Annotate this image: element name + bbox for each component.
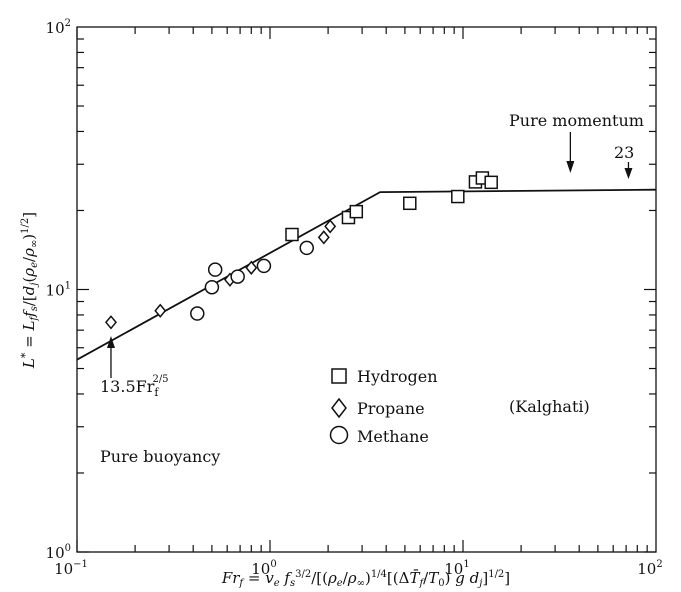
- buoyancy-formula: 13.5Frf2/5: [100, 374, 169, 399]
- point-propane: [324, 219, 337, 234]
- point-propane: [154, 303, 167, 318]
- point-hydrogen: [285, 227, 299, 242]
- point-hydrogen: [403, 196, 417, 211]
- plot-frame: [76, 26, 657, 553]
- y-tick-label: 101: [46, 281, 71, 300]
- point-methane: [190, 306, 205, 321]
- x-axis-label: Frf = ve fs3/2/[(ρe/ρ∞)1/4[(ΔT̄f/T0) g d…: [221, 569, 510, 589]
- point-hydrogen: [451, 189, 465, 204]
- legend-marker-methane: [329, 425, 349, 445]
- x-tick-label: 102: [637, 559, 662, 578]
- correlation-line: [76, 188, 657, 361]
- buoyancy-arrow-head: [106, 336, 115, 348]
- value-23-label: 23: [614, 143, 634, 162]
- value-arrow: [624, 162, 633, 179]
- y-tick-label: 102: [46, 18, 71, 37]
- x-tick-label: 10−1: [54, 559, 88, 578]
- legend-marker-propane: [331, 397, 347, 419]
- point-methane: [207, 262, 223, 277]
- y-tick-label: 100: [46, 543, 71, 562]
- legend: Hydrogen Propane Methane: [329, 367, 438, 446]
- momentum-arrow-head: [566, 161, 575, 173]
- legend-label-methane: Methane: [357, 427, 429, 446]
- point-propane: [245, 260, 258, 275]
- point-hydrogen: [484, 175, 498, 190]
- point-methane: [230, 269, 245, 284]
- pure-momentum-label: Pure momentum: [509, 111, 644, 130]
- point-methane: [256, 258, 272, 274]
- legend-marker-hydrogen: [331, 368, 347, 384]
- point-hydrogen: [349, 204, 364, 219]
- legend-label-propane: Propane: [357, 399, 425, 418]
- source-label: (Kalghati): [509, 397, 590, 416]
- point-propane: [105, 315, 117, 330]
- pure-buoyancy-label: Pure buoyancy: [100, 447, 220, 466]
- legend-label-hydrogen: Hydrogen: [357, 367, 438, 386]
- momentum-arrow: [566, 132, 575, 173]
- x-tick-label: 101: [444, 559, 469, 578]
- axis-ticks: [76, 27, 656, 553]
- annotations: 13.5Frf2/5 Pure momentum 23 Pure buoyanc…: [100, 111, 644, 466]
- x-tick-label: 100: [251, 559, 276, 578]
- data-points: [105, 171, 498, 330]
- point-propane: [317, 230, 330, 245]
- value-arrow-head: [624, 168, 633, 179]
- point-methane: [299, 240, 314, 256]
- point-methane: [204, 279, 220, 295]
- y-axis-label: L* = Lffs/[dj(ρe/ρ∞)1/2]: [19, 212, 40, 369]
- buoyancy-arrow: [106, 336, 115, 378]
